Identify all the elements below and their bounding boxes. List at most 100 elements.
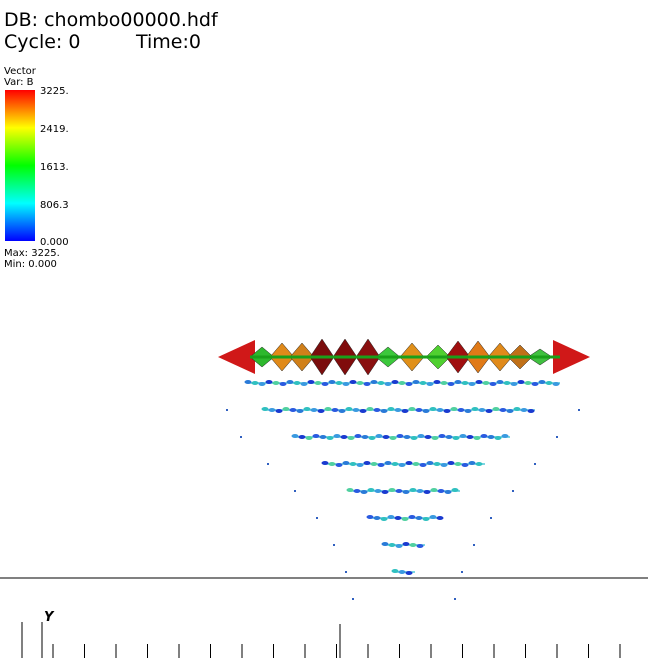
legend-tick-label: 2419. xyxy=(40,124,69,135)
glyph xyxy=(314,381,322,385)
glyph xyxy=(342,461,350,465)
glyph xyxy=(531,382,539,386)
glyph xyxy=(396,434,404,438)
glyph xyxy=(375,434,383,438)
glyph xyxy=(321,382,329,386)
glyph xyxy=(391,380,399,384)
glyph xyxy=(289,408,297,412)
glyph xyxy=(433,380,441,384)
glyph xyxy=(349,380,357,384)
glyph xyxy=(352,598,354,600)
glyph xyxy=(366,515,374,519)
glyph xyxy=(353,489,361,493)
glyph xyxy=(377,463,385,467)
glyph xyxy=(494,436,502,440)
glyph xyxy=(457,408,465,412)
glyph xyxy=(417,434,425,438)
glyph xyxy=(415,516,423,520)
legend-tick-label: 806.3 xyxy=(40,200,69,211)
glyph xyxy=(419,463,427,467)
glyph xyxy=(398,570,406,574)
glyph xyxy=(510,382,518,386)
glyph xyxy=(374,489,382,493)
glyph xyxy=(296,409,304,413)
glyph xyxy=(408,515,416,519)
glyph xyxy=(468,382,476,386)
glyph xyxy=(454,462,462,466)
glyph xyxy=(482,381,490,385)
glyph xyxy=(487,435,495,439)
glyph xyxy=(426,382,434,386)
glyph xyxy=(286,380,294,384)
glyph xyxy=(394,516,402,520)
cycle: Cycle: 0 xyxy=(4,31,80,53)
glyph xyxy=(409,488,417,492)
glyph xyxy=(422,517,430,521)
glyph xyxy=(424,435,432,439)
axis-label: Y xyxy=(44,610,55,625)
glyph xyxy=(416,489,424,493)
glyph xyxy=(524,381,532,385)
glyph xyxy=(402,490,410,494)
glyph xyxy=(388,543,396,547)
glyph xyxy=(410,436,418,440)
glyph xyxy=(433,462,441,466)
glyph xyxy=(520,408,528,412)
glyph xyxy=(356,381,364,385)
glyph xyxy=(436,516,444,520)
glyph xyxy=(370,462,378,466)
glyph xyxy=(338,409,346,413)
glyph xyxy=(412,380,420,384)
glyph xyxy=(291,434,299,438)
glyph xyxy=(373,516,381,520)
glyph xyxy=(444,490,452,494)
glyph xyxy=(423,490,431,494)
glyph xyxy=(333,544,335,546)
time: Time:0 xyxy=(135,31,201,53)
glyph xyxy=(402,542,410,546)
glyph xyxy=(381,490,389,494)
legend-max: Max: 3225. xyxy=(4,248,60,259)
glyph xyxy=(401,409,409,413)
glyph xyxy=(384,382,392,386)
glyph xyxy=(461,381,469,385)
glyph xyxy=(342,382,350,386)
glyph xyxy=(429,515,437,519)
glyph xyxy=(391,462,399,466)
glyph xyxy=(391,569,399,573)
glyph xyxy=(478,408,486,412)
glyph xyxy=(506,409,514,413)
glyph xyxy=(251,381,259,385)
glyph xyxy=(380,409,388,413)
glyph xyxy=(440,381,448,385)
glyph xyxy=(430,488,438,492)
color-bar-ticks: 3225. 2419. 1613. 806.3 0.000 xyxy=(40,86,69,248)
glyph xyxy=(367,488,375,492)
glyph xyxy=(354,434,362,438)
glyph xyxy=(316,517,318,519)
glyph xyxy=(475,462,483,466)
glyph xyxy=(480,434,488,438)
legend-tick-label: 0.000 xyxy=(40,237,69,248)
glyph xyxy=(347,436,355,440)
glyph xyxy=(454,380,462,384)
glyph xyxy=(345,407,353,411)
glyph xyxy=(310,408,318,412)
glyph xyxy=(226,409,228,411)
glyph xyxy=(556,436,558,438)
glyph xyxy=(244,380,252,384)
glyph xyxy=(267,463,269,465)
glyph xyxy=(496,380,504,384)
glyph xyxy=(324,407,332,411)
arrow-head xyxy=(553,340,590,374)
glyph xyxy=(335,381,343,385)
color-bar xyxy=(5,90,35,241)
glyph xyxy=(387,407,395,411)
glyph xyxy=(370,380,378,384)
glyph xyxy=(360,490,368,494)
glyph xyxy=(473,544,475,546)
glyph xyxy=(429,407,437,411)
glyph xyxy=(464,409,472,413)
glyph xyxy=(361,435,369,439)
glyph xyxy=(265,380,273,384)
